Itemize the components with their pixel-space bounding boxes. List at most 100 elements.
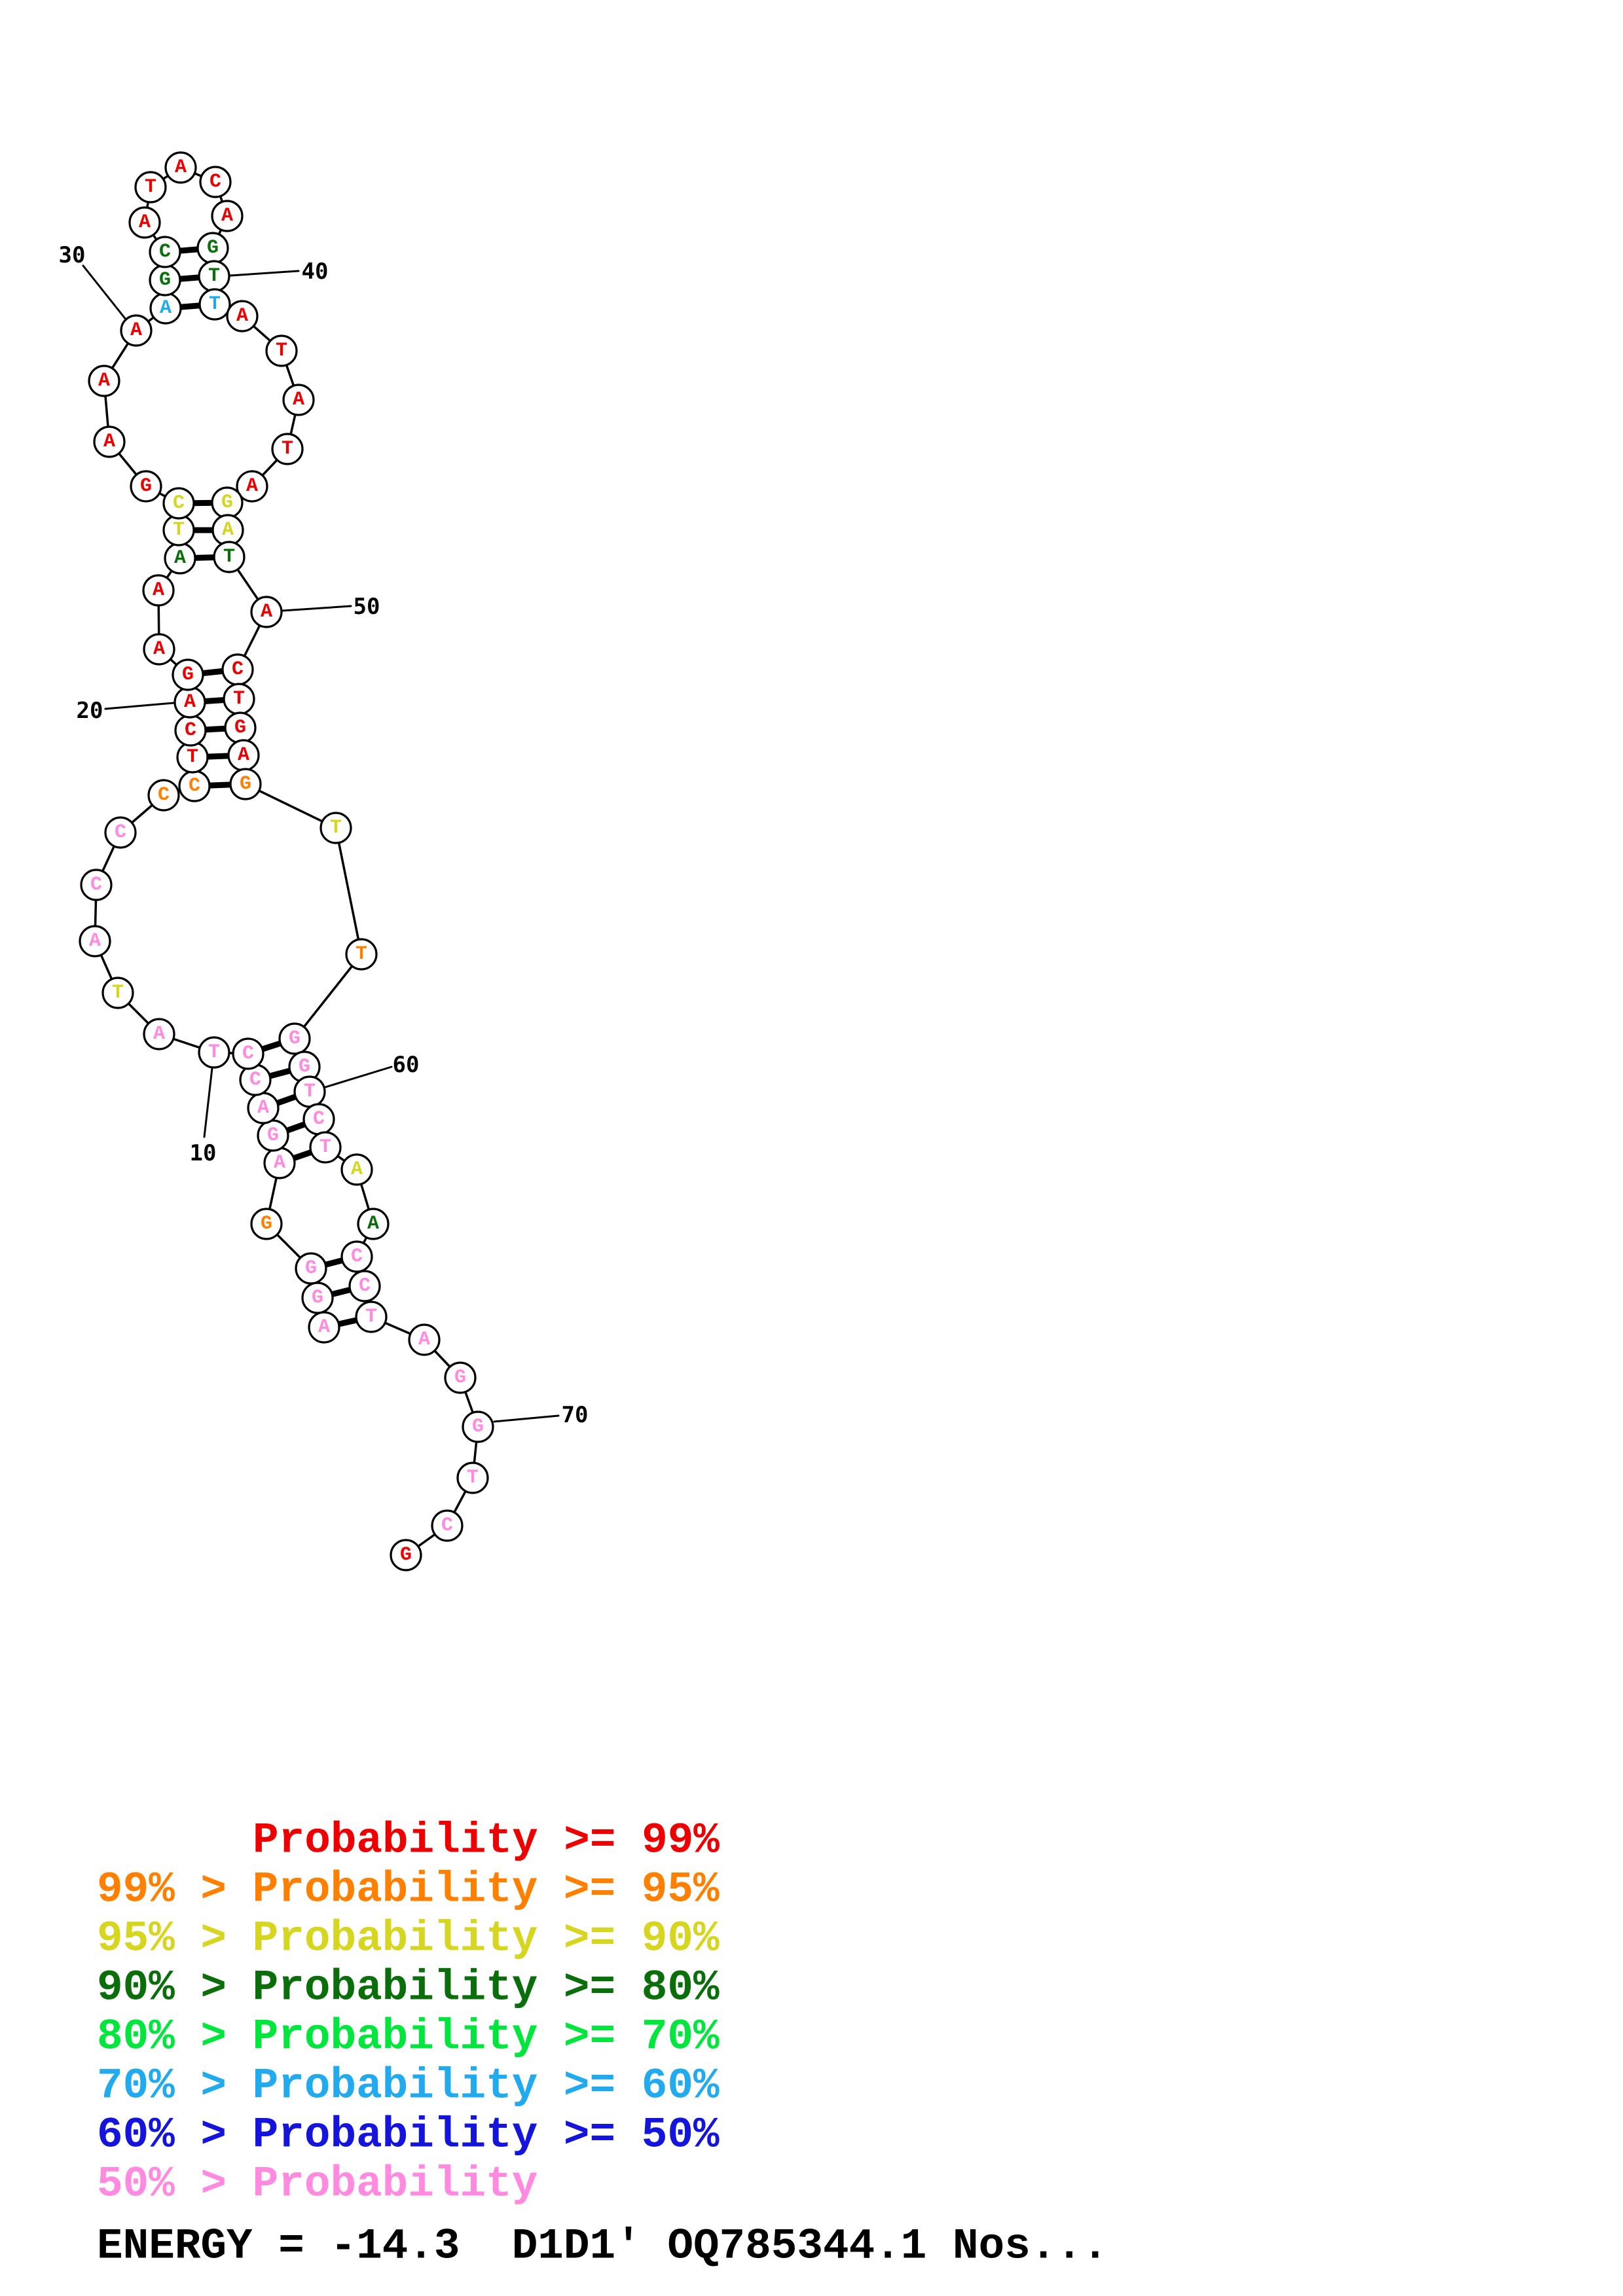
nucleotide-base: C — [232, 658, 244, 681]
nucleotide-base: A — [318, 1316, 330, 1338]
nucleotide-base: A — [221, 205, 233, 227]
nucleotide-circle — [101, 977, 134, 1009]
backbone-link — [293, 953, 363, 1040]
nucleotide-base: C — [210, 171, 221, 193]
nucleotide-circle — [164, 151, 197, 184]
nucleotide-circle — [444, 1361, 477, 1394]
nucleotide-circle — [162, 487, 195, 520]
nucleotide-base: G — [312, 1287, 323, 1309]
nucleotide-circle — [309, 1131, 342, 1164]
nucleotide-base: T — [276, 340, 287, 362]
nucleotide-base: A — [293, 389, 304, 411]
nucleotide-base: T — [365, 1306, 377, 1328]
nucleotide-base: A — [139, 211, 151, 234]
legend-line: 90% > Probability >= 80% — [97, 1964, 720, 2013]
probability-legend: Probability >= 99%99% > Probability >= 9… — [97, 1816, 720, 2209]
nucleotide-base: T — [330, 817, 342, 839]
nucleotide-base: C — [173, 492, 185, 514]
nucleotide-base: C — [441, 1515, 453, 1537]
nucleotide-base: C — [185, 719, 196, 742]
legend-line: 50% > Probability — [97, 2160, 538, 2209]
position-leader-line — [493, 1414, 560, 1423]
nucleotide-circle — [295, 1252, 327, 1285]
backbone-link — [335, 827, 363, 956]
position-label: 10 — [190, 1140, 217, 1166]
nucleotide-base: G — [267, 1124, 279, 1147]
backbone-link — [244, 783, 337, 829]
nucleotide-circle — [213, 541, 246, 573]
legend-line: 60% > Probability >= 50% — [97, 2111, 720, 2160]
nucleotide-base: A — [274, 1152, 285, 1174]
nucleotide-circle — [278, 1022, 311, 1055]
nucleotide-circle — [79, 925, 111, 958]
nucleotide-circle — [250, 1208, 283, 1240]
nucleotide-base: G — [182, 664, 194, 686]
nucleotide-base: T — [187, 746, 198, 768]
nucleotide-base: A — [246, 475, 258, 497]
nucleotide-base: G — [400, 1544, 412, 1566]
position-leader-line — [104, 702, 175, 710]
nucleotide-circle — [128, 206, 161, 239]
nucleotide-base: A — [175, 156, 187, 179]
nucleotide-circle — [462, 1410, 494, 1443]
nucleotide-base: G — [472, 1416, 484, 1438]
nucleotide-base: A — [153, 1023, 165, 1045]
position-label: 40 — [302, 259, 329, 285]
nucleotide-circle — [143, 1018, 175, 1050]
position-label: 50 — [354, 594, 380, 620]
nucleotide-circle — [130, 470, 162, 503]
nucleotide-base: T — [319, 1136, 331, 1158]
position-leader-line — [229, 270, 300, 277]
nucleotide-base: C — [115, 821, 126, 844]
nucleotide-base: G — [140, 475, 152, 497]
position-leader-line — [282, 605, 352, 612]
nucleotide-base: G — [299, 1056, 310, 1078]
nucleotide-base: G — [261, 1213, 272, 1235]
nucleotide-circle — [198, 1036, 230, 1069]
nucleotide-base: T — [233, 688, 245, 710]
nucleotide-base: T — [304, 1081, 316, 1103]
nucleotide-base: T — [112, 982, 124, 1004]
nucleotide-base: G — [234, 717, 246, 739]
nucleotide-circle — [88, 365, 120, 397]
nucleotide-base: T — [208, 1041, 220, 1064]
nucleotide-base: C — [189, 775, 200, 797]
nucleotide-circle — [134, 171, 167, 204]
nucleotide-base: A — [184, 691, 196, 713]
nucleotide-circle — [149, 236, 181, 268]
position-label: 20 — [77, 698, 103, 724]
nucleotide-base: C — [242, 1043, 254, 1065]
nucleotide-base: G — [454, 1367, 466, 1389]
nucleotide-circle — [229, 768, 262, 800]
nucleotide-circle — [282, 384, 315, 416]
nucleotide-base: A — [130, 319, 142, 342]
nucleotide-circle — [408, 1323, 441, 1356]
nucleotide-base: T — [356, 943, 367, 965]
nucleotide-circle — [265, 334, 298, 367]
nucleotide-circle — [319, 812, 352, 844]
nucleotide-circle — [142, 574, 175, 607]
nucleotide-base: A — [89, 930, 101, 952]
nucleotide-base: A — [236, 305, 248, 327]
nucleotide-circle — [80, 869, 113, 901]
nucleotide-circle — [93, 425, 126, 458]
nucleotide-circle — [340, 1153, 373, 1186]
nucleotide-circle — [390, 1539, 422, 1571]
nucleotide-base: T — [282, 438, 293, 460]
legend-line: Probability >= 99% — [253, 1816, 720, 1865]
position-label: 60 — [393, 1052, 420, 1078]
nucleotide-base: T — [208, 265, 220, 287]
nucleotide-circle — [340, 1240, 373, 1273]
nucleotide-circle — [431, 1509, 464, 1542]
nucleotide-base: A — [153, 579, 164, 601]
nucleotide-circle — [198, 288, 231, 321]
nucleotide-base: C — [313, 1108, 325, 1130]
legend-line: 80% > Probability >= 70% — [97, 2013, 720, 2062]
nucleotide-base: G — [207, 237, 219, 259]
nucleotide-base: C — [159, 241, 171, 263]
position-leader-line — [324, 1066, 393, 1088]
nucleotide-circle — [345, 938, 378, 971]
legend-line: 99% > Probability >= 95% — [97, 1865, 720, 1914]
